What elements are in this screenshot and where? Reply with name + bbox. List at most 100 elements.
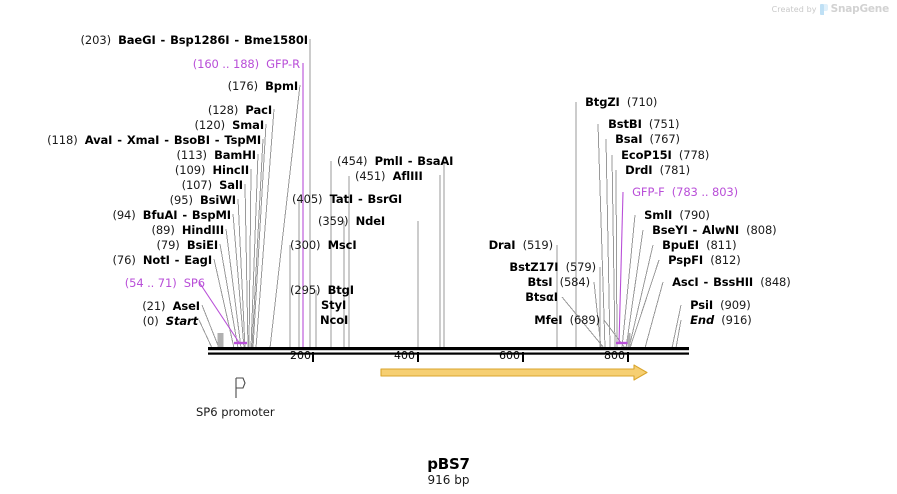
site-label-bstz17i: BstZ17I (579)	[502, 261, 596, 274]
site-position: (405)	[292, 192, 323, 206]
site-position: (107)	[181, 178, 213, 192]
site-label-pspfi: PspFI (812)	[661, 254, 741, 267]
site-position: (519)	[522, 238, 554, 252]
enzyme-name: MscI	[327, 238, 357, 252]
enzyme-name: BspMI	[191, 208, 231, 222]
enzyme-name: AvaI	[84, 133, 113, 147]
site-label-bpmi: (176) BpmI	[227, 79, 299, 93]
site-label-gfp-r: (160 .. 188) GFP-R	[193, 58, 300, 71]
name-separator: -	[170, 253, 184, 267]
site-label-ncoi: NcoI	[320, 314, 348, 327]
site-position: (579)	[565, 260, 597, 274]
name-separator: -	[210, 133, 224, 147]
name-separator: -	[113, 133, 126, 147]
site-label-drai: DraI (519)	[481, 238, 554, 252]
enzyme-name: SmlI	[644, 208, 673, 222]
site-label-asei: (21) AseI	[142, 300, 200, 313]
site-position: (808)	[746, 223, 777, 237]
site-label-start: (0) Start	[143, 315, 198, 328]
enzyme-name: PmlI	[374, 154, 403, 168]
site-position: (751)	[648, 117, 680, 131]
enzyme-name: End	[690, 313, 715, 327]
name-separator: -	[178, 208, 191, 222]
site-label-mfei: MfeI (689)	[527, 314, 600, 327]
enzyme-name: DraI	[488, 238, 516, 252]
enzyme-name: DrdI	[625, 163, 653, 177]
enzyme-name: AscI	[672, 275, 699, 289]
site-position: (95)	[169, 193, 193, 207]
site-position: (109)	[174, 163, 206, 177]
ruler-tick-400: 400	[394, 349, 415, 362]
ruler-tick-800: 800	[604, 349, 625, 362]
enzyme-name: NotI	[142, 253, 170, 267]
enzyme-name: BsaAI	[417, 154, 454, 168]
site-position: (916)	[721, 313, 752, 327]
enzyme-name: BsaI	[615, 132, 643, 146]
enzyme-name: BseYI	[652, 223, 688, 237]
credit-brand: SnapGene	[830, 3, 890, 15]
site-label-bsai: BsaI (767)	[608, 133, 680, 146]
site-position: (94)	[112, 208, 136, 222]
site-label-drdi: DrdI (781)	[618, 164, 690, 177]
enzyme-name: BsrGI	[367, 192, 403, 206]
enzyme-name: Bme1580I	[243, 33, 308, 47]
ruler-tick-600: 600	[499, 349, 520, 362]
site-position: (359)	[318, 214, 349, 228]
enzyme-name: BtsαI	[525, 290, 558, 304]
enzyme-name: BamHI	[214, 148, 256, 162]
site-position: (710)	[626, 95, 658, 109]
enzyme-name: Bsp1286I	[170, 33, 230, 47]
site-position: (848)	[760, 275, 791, 289]
site-label-sp6: (54 .. 71) SP6	[125, 277, 205, 290]
site-position: (812)	[710, 253, 741, 267]
site-position: (176)	[227, 79, 259, 93]
snapgene-credit: Created by SnapGene	[771, 2, 890, 16]
site-label-styi: StyI	[321, 299, 346, 312]
site-label-psii: PsiI (909)	[683, 299, 751, 312]
site-label-smai: (120) SmaI	[195, 118, 265, 132]
site-position: (21)	[142, 299, 166, 313]
site-label-hincii: (109) HincII	[175, 164, 249, 177]
site-label-btsi: BtsI (584)	[520, 276, 590, 289]
enzyme-name: PacI	[245, 103, 272, 117]
enzyme-name: BstZ17I	[509, 260, 559, 274]
enzyme-name: AlwNI	[702, 223, 740, 237]
enzyme-name: TspMI	[224, 133, 261, 147]
plasmid-name: pBS7	[427, 455, 470, 473]
site-label-ndei: (359) NdeI	[318, 215, 385, 228]
site-label-btgzi: BtgZI (710)	[578, 96, 657, 109]
promoter-label: SP6 promoter	[196, 405, 275, 419]
name-separator: -	[699, 275, 713, 289]
enzyme-name: BsiEI	[186, 238, 218, 252]
plasmid-size: 916 bp	[427, 473, 470, 487]
enzyme-name: BaeGI	[118, 33, 156, 47]
enzyme-name: HincII	[212, 163, 249, 177]
site-position: (113)	[176, 148, 208, 162]
credit-text: Created by	[771, 4, 817, 14]
enzyme-name: TatI	[329, 192, 354, 206]
site-position: (781)	[659, 163, 691, 177]
enzyme-name: SmaI	[232, 118, 264, 132]
site-label-pmli-group: (454) PmlI - BsaAI	[337, 155, 453, 168]
site-label-bsiwi: (95) BsiWI	[170, 194, 236, 207]
site-label-ecop15i: EcoP15I (778)	[614, 149, 709, 162]
site-label-msci: (300) MscI	[290, 239, 357, 252]
enzyme-name: BtsI	[527, 275, 553, 289]
site-position: (454)	[337, 154, 368, 168]
site-position: (89)	[151, 223, 175, 237]
name-separator: -	[354, 192, 367, 206]
site-position: (0)	[142, 314, 159, 328]
site-label-bsiei: (79) BsiEI	[156, 239, 218, 252]
site-position: (689)	[569, 313, 601, 327]
enzyme-name: EagI	[184, 253, 212, 267]
enzyme-name: NdeI	[355, 214, 386, 228]
site-position: (767)	[649, 132, 681, 146]
enzyme-name: BssHII	[713, 275, 754, 289]
enzyme-name: BpuEI	[662, 238, 699, 252]
site-position: (790)	[679, 208, 710, 222]
site-position: (300)	[290, 238, 321, 252]
site-label-btgi: (295) BtgI	[290, 284, 354, 297]
enzyme-name: MfeI	[534, 313, 563, 327]
